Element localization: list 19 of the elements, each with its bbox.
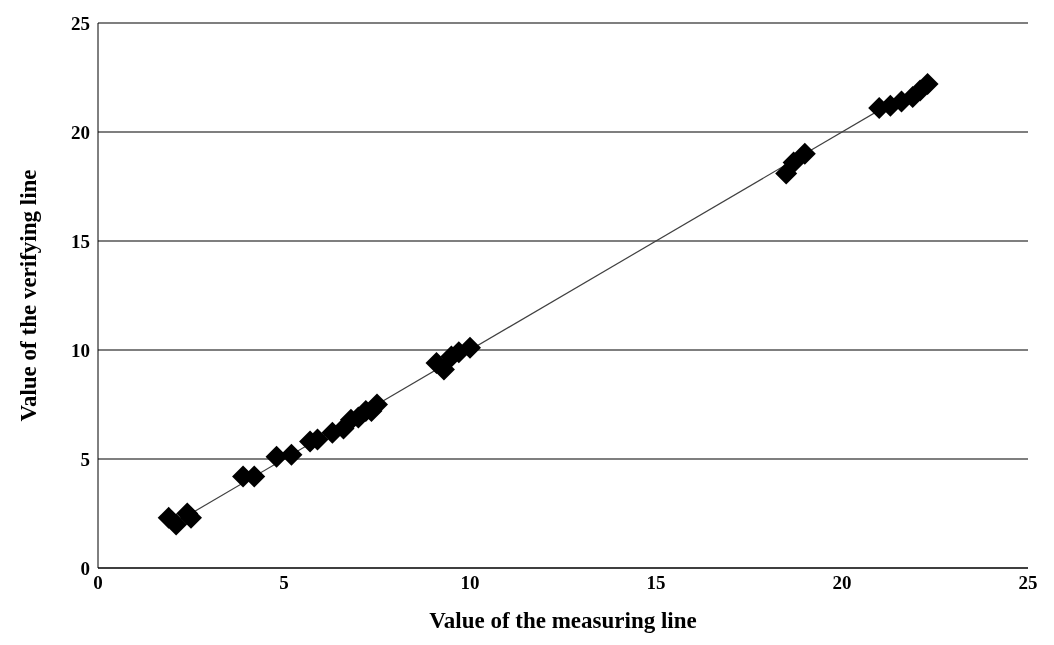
- point: [459, 336, 481, 359]
- y-tick-label: 0: [80, 557, 90, 579]
- y-tick-label: 5: [80, 448, 90, 470]
- point: [793, 142, 816, 165]
- point: [280, 443, 303, 466]
- x-tick-label: 25: [1018, 572, 1038, 594]
- x-tick-label: 10: [460, 572, 480, 594]
- y-axis-title: Value of the verifying line: [16, 169, 42, 422]
- point: [782, 151, 805, 174]
- x-axis-title: Value of the measuring line: [429, 608, 697, 633]
- x-tick-label: 15: [646, 572, 666, 594]
- point: [165, 513, 188, 536]
- x-tick-label: 20: [832, 572, 852, 594]
- y-tick-label: 15: [71, 230, 90, 252]
- y-tick-label: 10: [71, 339, 90, 361]
- point: [265, 445, 288, 468]
- x-tick-label: 5: [279, 572, 289, 594]
- y-tick-label: 20: [71, 121, 90, 143]
- y-tick-label: 25: [71, 12, 90, 34]
